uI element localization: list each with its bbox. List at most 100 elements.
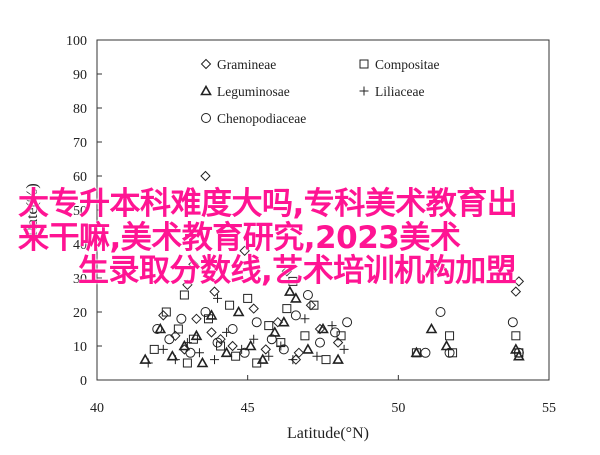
data-point-circle: [212, 337, 223, 348]
data-point-triangle: [332, 353, 344, 364]
data-point-diamond: [272, 316, 284, 328]
data-point-circle: [239, 347, 250, 358]
data-point-circle: [342, 317, 353, 328]
legend-label: Liliaceae: [375, 84, 424, 99]
data-point-triangle: [512, 350, 525, 361]
data-point-triangle: [425, 322, 438, 334]
data-point-square: [445, 331, 455, 341]
y-axis: 0 10 20 30 40 50 60 70 80 90 100: [66, 34, 102, 389]
data-point-triangle: [178, 339, 191, 351]
data-point-square: [225, 300, 235, 310]
data-point-diamond: [188, 259, 199, 270]
y-tick-label: 30: [73, 272, 87, 287]
legend-label: Leguminosae: [217, 84, 290, 99]
data-point-diamond: [332, 337, 344, 348]
data-point-plus: [210, 355, 220, 365]
data-point-diamond: [429, 262, 440, 274]
data-point-circle: [200, 307, 211, 317]
data-point-circle: [314, 337, 325, 348]
x-tick-label: 50: [391, 401, 405, 416]
y-tick-label: 100: [66, 34, 87, 49]
data-point-circle: [302, 290, 313, 300]
y-tick-label: 20: [73, 306, 87, 321]
data-point-plus: [194, 348, 204, 358]
data-point-diamond: [227, 340, 238, 352]
data-point-circle: [227, 324, 238, 334]
x-tick-label: 45: [241, 401, 255, 416]
data-point-square: [243, 293, 253, 303]
data-point-circle: [251, 317, 262, 328]
x-axis: 40 45 50 55: [90, 375, 556, 416]
data-point-plus: [264, 351, 274, 361]
legend-marker-plus: [359, 86, 369, 96]
data-point-circle: [176, 313, 187, 324]
data-point-circle: [290, 310, 301, 321]
data-points: [139, 170, 525, 368]
data-point-square: [321, 355, 331, 365]
data-point-circle: [185, 347, 196, 358]
y-tick-label: 0: [80, 374, 87, 389]
data-point-diamond: [293, 347, 305, 359]
data-point-triangle: [220, 346, 233, 358]
data-point-circle: [435, 307, 446, 317]
data-point-triangle: [290, 292, 302, 303]
x-tick-label: 55: [542, 401, 556, 416]
data-point-plus: [339, 344, 349, 354]
data-point-triangle: [509, 343, 522, 354]
data-point-square: [282, 304, 292, 314]
legend-marker-triangle: [200, 84, 212, 96]
data-point-diamond: [239, 245, 250, 257]
data-point-square: [264, 321, 274, 331]
data-point-triangle: [277, 316, 290, 327]
data-point-circle: [266, 334, 277, 345]
y-tick-label: 70: [73, 136, 87, 151]
data-point-square: [179, 290, 189, 300]
data-point-plus: [158, 344, 168, 354]
x-tick-label: 40: [90, 401, 104, 416]
legend-marker-diamond: [200, 58, 212, 70]
data-point-diamond: [513, 276, 525, 287]
data-point-diamond: [200, 170, 211, 182]
data-point-plus: [170, 355, 180, 365]
data-point-square: [216, 341, 226, 351]
data-point-triangle: [190, 329, 203, 341]
x-axis-title: Latitude(°N): [287, 425, 369, 442]
data-point-diamond: [281, 265, 293, 277]
data-point-diamond: [510, 286, 522, 297]
data-point-triangle: [244, 339, 257, 351]
data-point-diamond: [170, 330, 181, 342]
data-point-triangle: [410, 346, 423, 358]
data-point-square: [149, 344, 159, 354]
y-tick-label: 80: [73, 102, 87, 117]
data-point-plus: [300, 314, 310, 324]
data-point-diamond: [182, 279, 193, 291]
data-point-square: [231, 351, 241, 361]
data-point-triangle: [283, 285, 296, 296]
data-point-triangle: [196, 356, 209, 368]
data-point-circle: [444, 347, 455, 358]
data-point-diamond: [209, 286, 220, 297]
data-point-triangle: [302, 343, 314, 354]
data-point-diamond: [158, 310, 169, 321]
data-point-square: [448, 348, 458, 358]
data-point-square: [288, 276, 298, 286]
data-point-square: [161, 307, 171, 317]
data-point-circle: [507, 317, 518, 328]
data-point-square: [309, 300, 319, 310]
data-point-square: [300, 331, 310, 341]
legend-label: Chenopodiaceae: [217, 111, 306, 126]
data-point-diamond: [206, 327, 217, 338]
data-point-square: [511, 331, 521, 341]
legend-label: Compositae: [375, 57, 440, 72]
y-tick-label: 50: [73, 204, 87, 219]
data-point-square: [182, 358, 192, 368]
y-tick-label: 60: [73, 170, 87, 185]
data-point-diamond: [305, 299, 317, 311]
y-tick-label: 90: [73, 68, 87, 83]
data-point-triangle: [232, 305, 245, 317]
data-point-diamond: [248, 303, 259, 314]
legend-marker-square: [359, 59, 369, 69]
data-point-circle: [513, 347, 524, 358]
data-point-diamond: [260, 344, 271, 355]
